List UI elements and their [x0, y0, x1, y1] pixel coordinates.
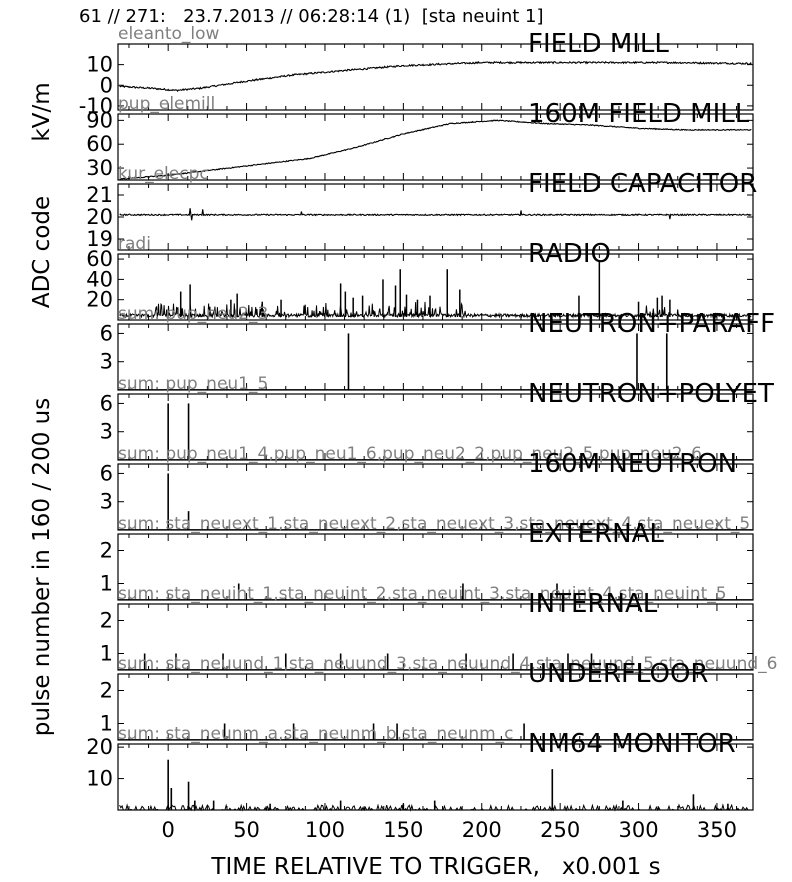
panel-sublabel: sum: sta_neuund_1,sta_neuund_3,sta_neuun…: [118, 654, 777, 674]
y-tick-label: 10: [86, 53, 113, 77]
panel-sublabel: pup_elemill: [118, 94, 215, 114]
panel-title: 160M NEUTRON: [528, 449, 737, 479]
x-tick-label: 350: [697, 818, 737, 842]
panel-sublabel: sum: sta_neuext_1,sta_neuext_2,sta_neuex…: [118, 514, 750, 534]
x-tick-label: 300: [618, 818, 658, 842]
y-tick-label: 21: [86, 183, 113, 207]
x-tick-label: 50: [233, 818, 260, 842]
y-tick-label: 10: [86, 767, 113, 791]
panel-frame: [117, 533, 754, 601]
panel-frame: [117, 463, 754, 531]
panel-title: RADIO: [528, 239, 611, 269]
panel-title: EXTERNAL: [528, 519, 664, 549]
y-tick-label: 20: [86, 288, 113, 312]
series-line: [119, 119, 752, 180]
y-tick-label: 2: [100, 679, 113, 703]
y-tick-label: 3: [100, 420, 113, 444]
x-axis-label: TIME RELATIVE TO TRIGGER, x0.001 s: [210, 854, 660, 880]
panel-sublabel: eleanto_low: [118, 24, 220, 44]
y-tick-label: 6: [100, 461, 113, 485]
y-tick-label: -10: [79, 94, 113, 118]
x-tick-label: 0: [161, 818, 174, 842]
y-tick-label: 3: [100, 490, 113, 514]
y-tick-label: 20: [86, 205, 113, 229]
panel-sublabel: sum: pup_neu1_4,pup_neu1_6,pup_neu2_2,pu…: [118, 444, 702, 464]
y-tick-label: 2: [100, 609, 113, 633]
y-tick-label: 1: [100, 712, 113, 736]
series-line: [119, 60, 752, 93]
panel-sublabel: sum: sta_neuint_1,sta_neuint_2,sta_neuin…: [118, 584, 727, 604]
y-tick-label: 90: [86, 108, 113, 132]
panel-title: FIELD CAPACITOR: [528, 169, 757, 199]
panel-sublabel: sum: pup_neu1_5: [118, 374, 268, 394]
y-axis-label: ADC code: [29, 196, 55, 308]
panel-frame: [117, 743, 754, 811]
y-tick-label: 40: [86, 267, 113, 291]
panel-frame: [117, 43, 754, 111]
panel-frame: [117, 673, 754, 741]
y-tick-label: 0: [100, 73, 113, 97]
panel-title: NEUTRON+PARAFF: [528, 309, 775, 339]
panel-title: FIELD MILL: [528, 29, 669, 59]
y-tick-label: 60: [86, 132, 113, 156]
panel-sublabel: kur_elecpc: [118, 164, 209, 184]
panel-sublabel: sum: sta_neunm_a,sta_neunm_b,sta_neunm_c: [118, 724, 514, 744]
panel-title: NM64 MONITOR: [528, 729, 736, 759]
panel-sublabel: sum: pup_neu2_3: [118, 304, 268, 324]
plot-header: 61 // 271: 23.7.2013 // 06:28:14 (1) [st…: [79, 6, 544, 27]
panel-frame: [117, 253, 754, 321]
y-tick-label: 6: [100, 391, 113, 415]
x-tick-label: 150: [383, 818, 423, 842]
panel-frame: [117, 113, 754, 181]
panel-frame: [117, 393, 754, 461]
y-tick-label: 30: [86, 156, 113, 180]
series-line: [119, 301, 752, 319]
panel-title: 160M FIELD MILL: [528, 99, 750, 129]
y-tick-label: 60: [86, 247, 113, 271]
y-tick-label: 6: [100, 321, 113, 345]
y-axis-label: pulse number in 160 / 200 us: [29, 398, 55, 736]
x-tick-label: 250: [540, 818, 580, 842]
panel-title: INTERNAL: [528, 589, 658, 619]
panel-title: NEUTRON+POLYET: [528, 379, 774, 409]
y-tick-label: 20: [86, 735, 113, 759]
y-tick-label: 3: [100, 350, 113, 374]
y-tick-label: 2: [100, 539, 113, 563]
panel-sublabel: radi: [118, 234, 151, 254]
series-line: [119, 208, 752, 221]
x-tick-label: 100: [305, 818, 345, 842]
x-tick-label: 200: [462, 818, 502, 842]
y-tick-label: 19: [86, 227, 113, 251]
y-axis-label: kV/m: [29, 82, 55, 141]
panel-frame: [117, 323, 754, 391]
panel-title: UNDERFLOOR: [528, 659, 709, 689]
y-tick-label: 1: [100, 642, 113, 666]
y-tick-label: 1: [100, 572, 113, 596]
panel-frame: [117, 603, 754, 671]
